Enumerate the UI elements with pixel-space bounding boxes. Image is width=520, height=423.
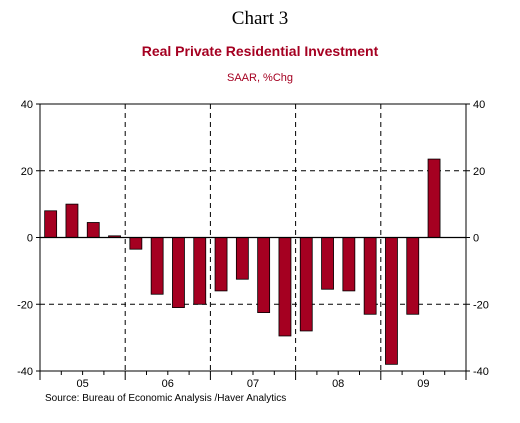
bar-06Q1 (129, 237, 143, 250)
chart-number: Chart 3 (231, 8, 289, 29)
chart-subtitle: SAAR, %Chg (226, 72, 294, 84)
bar-08Q4 (363, 237, 377, 315)
bar-08Q3 (342, 237, 356, 292)
y-tick-label-right: 0 (473, 233, 479, 245)
bar-09Q3 (427, 158, 441, 238)
y-tick-label-left: 0 (27, 233, 33, 245)
y-tick-label-right: -40 (473, 366, 489, 378)
y-tick-label-left: 40 (21, 99, 33, 111)
bar-09Q1 (385, 237, 398, 365)
bar-07Q4 (278, 237, 292, 337)
bar-09Q2 (406, 237, 420, 315)
bar-07Q3 (257, 237, 271, 313)
y-tick-label-right: -20 (473, 299, 489, 311)
bar-05Q2 (65, 203, 79, 238)
bar-05Q1 (44, 210, 58, 238)
y-tick-label-right: 40 (473, 99, 485, 111)
y-tick-label-left: -20 (17, 299, 33, 311)
y-tick-label-left: -40 (17, 366, 33, 378)
x-year-label: 07 (247, 378, 259, 390)
bar-08Q2 (321, 237, 334, 290)
x-year-label: 06 (162, 378, 174, 390)
y-tick-label-right: 20 (473, 166, 485, 178)
y-tick-label-left: 20 (21, 166, 33, 178)
x-year-label: 05 (76, 378, 88, 390)
bar-05Q3 (86, 222, 100, 238)
bar-08Q1 (299, 237, 313, 332)
axis-labels: -40 -40 -20 -20 0 0 20 20 40 40 05 06 07 08 09 (17, 99, 489, 390)
axes (36, 103, 470, 380)
chart-title: Real Private Residential Investment (141, 43, 379, 59)
bar-07Q2 (235, 237, 249, 280)
bars (44, 158, 441, 365)
bar-06Q3 (172, 237, 185, 308)
bar-06Q2 (150, 237, 164, 295)
bar-07Q1 (214, 237, 228, 292)
bar-06Q4 (193, 237, 207, 305)
x-year-label: 08 (332, 378, 344, 390)
x-year-label: 09 (417, 378, 429, 390)
source-note: Source: Bureau of Economic Analysis /Hav… (45, 393, 287, 404)
